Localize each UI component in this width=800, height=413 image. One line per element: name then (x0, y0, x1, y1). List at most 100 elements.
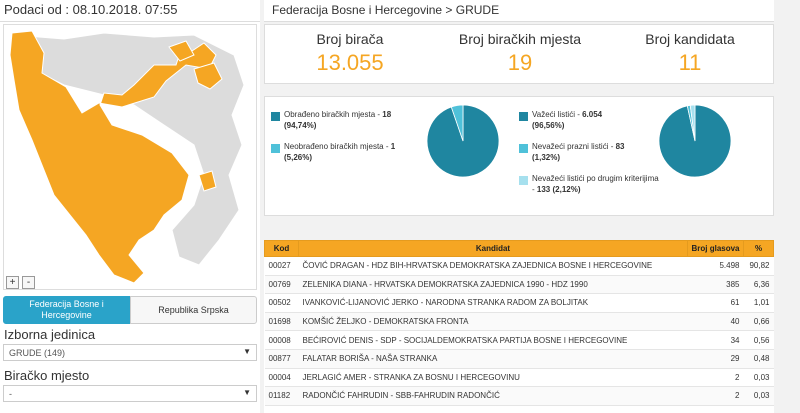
legend-value: 1 (390, 142, 396, 151)
stat-voters-title: Broj birača (316, 31, 384, 47)
stats-panel: Broj birača 13.055 Broj biračkih mjesta … (264, 24, 774, 84)
cell-percent: 0,03 (743, 368, 774, 388)
legend-valid: Važeći listići - 6.054 (96,56%) (519, 109, 659, 131)
legend-swatch (271, 144, 280, 153)
cell-candidate: FALATAR BORIŠA - NAŠA STRANKA (298, 349, 688, 369)
table-row[interactable]: 00008 BEĆIROVIĆ DENIS - SDP - SOCIJALDEMO… (264, 330, 774, 350)
cell-votes: 40 (687, 312, 744, 332)
col-candidate-header[interactable]: Kandidat (298, 240, 688, 257)
zoom-out-button[interactable]: - (22, 276, 35, 289)
cell-percent: 1,01 (743, 293, 774, 313)
legend-swatch (519, 176, 528, 185)
legend-swatch (271, 112, 280, 121)
cell-percent: 0,03 (743, 386, 774, 406)
legend-value: 18 (382, 110, 392, 119)
cell-candidate: KOMŠIĆ ŽELJKO - DEMOKRATSKA FRONTA (298, 312, 688, 332)
stat-voters: Broj birača 13.055 (285, 31, 415, 76)
left-panel: Podaci od : 08.10.2018. 07:55 + - Federa… (0, 0, 260, 413)
legend-label: Važeći listići - (532, 110, 583, 119)
col-percent-header[interactable]: % (743, 240, 774, 257)
col-code-header[interactable]: Kod (264, 240, 299, 257)
cell-code: 00877 (264, 349, 299, 369)
map-region-east[interactable] (193, 62, 223, 90)
map-region-gorazde[interactable] (198, 170, 217, 192)
stat-polling-stations-title: Broj biračkih mjesta (458, 31, 582, 47)
stat-candidates-value: 11 (678, 50, 702, 75)
legend-processed: Obrađeno biračkih mjesta - 18 (94,74%) (271, 109, 401, 131)
polling-station-label: Biračko mjesto (4, 368, 90, 383)
cell-code: 01182 (264, 386, 299, 406)
map-region-brcko[interactable] (168, 40, 195, 62)
map-region-fbih[interactable] (9, 30, 217, 284)
table-row[interactable]: 01182 RADONČIĆ FAHRUDIN - SBB-FAHRUDIN RA… (264, 386, 774, 406)
legend-unprocessed: Neobrađeno biračkih mjesta - 1 (5,26%) (271, 141, 401, 163)
tab-rs[interactable]: Republika Srpska (130, 296, 257, 324)
table-row[interactable]: 00502 IVANKOVIĆ-LIJANOVIĆ JERKO - NARODNA… (264, 293, 774, 313)
cell-candidate: ZELENIKA DIANA - HRVATSKA DEMOKRATSKA ZA… (298, 275, 688, 295)
stat-voters-value: 13.055 (316, 50, 384, 75)
cell-code: 00769 (264, 275, 299, 295)
entity-tabs: Federacija Bosne i Hercegovine Republika… (3, 296, 257, 324)
legend-pct: (94,74%) (284, 121, 317, 130)
legend-value: 83 (615, 142, 625, 151)
cell-code: 00008 (264, 330, 299, 350)
legend-value: 6.054 (582, 110, 603, 119)
cell-code: 01698 (264, 312, 299, 332)
cell-candidate: ČOVIĆ DRAGAN - HDZ BIH-HRVATSKA DEMOKRAT… (298, 256, 688, 276)
legend-invalid-other: Nevažeći listići po drugim kriterijima -… (519, 173, 659, 195)
legend-pct: (2,12%) (552, 185, 581, 194)
legend-invalid-empty: Nevažeći prazni listići - 83 (1,32%) (519, 141, 659, 163)
cell-percent: 90,82 (743, 256, 774, 276)
cell-code: 00027 (264, 256, 299, 276)
cell-candidate: BEĆIROVIĆ DENIS - SDP - SOCIJALDEMOKRATS… (298, 330, 688, 350)
legend-label: Nevažeći prazni listići - (532, 142, 616, 151)
table-row[interactable]: 00877 FALATAR BORIŠA - NAŠA STRANKA 29 0,48 (264, 349, 774, 369)
legend-pct: (5,26%) (284, 153, 313, 162)
polling-station-select[interactable]: - ▼ (3, 385, 257, 402)
cell-candidate: RADONČIĆ FAHRUDIN - SBB-FAHRUDIN RADONČI… (298, 386, 688, 406)
cell-votes: 385 (687, 275, 744, 295)
breadcrumb: Federacija Bosne i Hercegovine > GRUDE (264, 0, 774, 22)
chevron-down-icon: ▼ (243, 388, 251, 397)
legend-label: Nevažeći listići po drugim kriterijima - (532, 174, 659, 194)
cell-votes: 61 (687, 293, 744, 313)
col-votes-header[interactable]: Broj glasova (687, 240, 744, 257)
results-table: Kod Kandidat Broj glasova % 00027 ČOVIĆ D… (264, 240, 774, 413)
stat-polling-stations-value: 19 (507, 50, 533, 75)
chevron-down-icon: ▼ (243, 347, 251, 356)
legend-swatch (519, 112, 528, 121)
pie-chart-stations (426, 104, 500, 178)
cell-votes: 34 (687, 330, 744, 350)
charts-panel: Obrađeno biračkih mjesta - 18 (94,74%) Ne… (264, 96, 774, 216)
pie-slice[interactable] (450, 104, 464, 142)
cell-code: 00502 (264, 293, 299, 313)
stat-polling-stations: Broj biračkih mjesta 19 (445, 31, 595, 76)
table-row[interactable]: 00004 JERLAGIĆ AMER - STRANKA ZA BOSNU I … (264, 368, 774, 388)
cell-candidate: JERLAGIĆ AMER - STRANKA ZA BOSNU I HERCE… (298, 368, 688, 388)
bih-map[interactable] (4, 25, 258, 291)
cell-code: 00004 (264, 368, 299, 388)
legend-label: Neobrađeno biračkih mjesta - (284, 142, 391, 151)
data-timestamp: Podaci od : 08.10.2018. 07:55 (0, 0, 260, 22)
table-row[interactable]: 00027 ČOVIĆ DRAGAN - HDZ BIH-HRVATSKA DEM… (264, 256, 774, 276)
cell-percent: 0,66 (743, 312, 774, 332)
zoom-in-button[interactable]: + (6, 276, 19, 289)
map-panel: + - (3, 24, 257, 290)
cell-percent: 0,48 (743, 349, 774, 369)
table-header-row: Kod Kandidat Broj glasova % (264, 240, 774, 257)
polling-station-value: - (9, 389, 12, 399)
stat-candidates-title: Broj kandidata (645, 31, 735, 47)
cell-votes: 5.498 (687, 256, 744, 276)
legend-label: Obrađeno biračkih mjesta - (284, 110, 383, 119)
pie-chart-ballots (658, 104, 732, 178)
electoral-unit-label: Izborna jedinica (4, 327, 96, 342)
legend-pct: (96,56%) (532, 121, 565, 130)
legend-swatch (519, 144, 528, 153)
table-row[interactable]: 01698 KOMŠIĆ ŽELJKO - DEMOKRATSKA FRONTA 4… (264, 312, 774, 332)
legend-value: 133 (536, 185, 551, 194)
pie-slice[interactable] (689, 104, 696, 142)
table-row[interactable]: 00769 ZELENIKA DIANA - HRVATSKA DEMOKRATS… (264, 275, 774, 295)
tab-fbih[interactable]: Federacija Bosne i Hercegovine (3, 296, 130, 324)
cell-votes: 29 (687, 349, 744, 369)
electoral-unit-select[interactable]: GRUDE (149) ▼ (3, 344, 257, 361)
